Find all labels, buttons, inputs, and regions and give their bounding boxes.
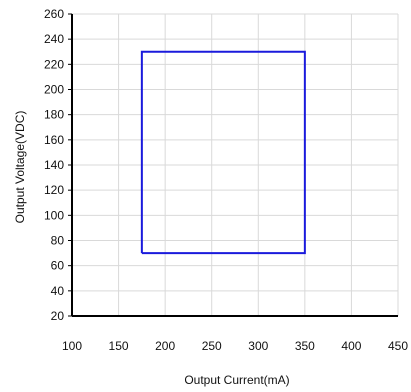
x-tick-label-1: 150 — [109, 339, 129, 353]
y-tick-label-9: 200 — [44, 83, 64, 97]
y-tick-label-6: 140 — [44, 158, 64, 172]
x-tick-label-6: 400 — [341, 339, 361, 353]
y-tick-label-8: 180 — [44, 108, 64, 122]
y-tick-label-3: 80 — [51, 234, 65, 248]
y-tick-label-4: 100 — [44, 208, 64, 222]
y-tick-label-12: 260 — [44, 7, 64, 21]
y-tick-label-2: 60 — [51, 259, 65, 273]
x-axis-label: Output Current(mA) — [184, 373, 289, 387]
y-tick-label-7: 160 — [44, 133, 64, 147]
x-tick-label-5: 350 — [295, 339, 315, 353]
x-tick-label-4: 300 — [248, 339, 268, 353]
y-tick-label-5: 120 — [44, 183, 64, 197]
series-layer — [140, 50, 306, 255]
x-tick-label-0: 100 — [62, 339, 82, 353]
x-tick-label-2: 200 — [155, 339, 175, 353]
y-tick-label-1: 40 — [51, 284, 65, 298]
y-axis-label: Output Voltage(VDC) — [13, 111, 27, 224]
x-tick-label-7: 450 — [388, 339, 408, 353]
tick-labels: 20 40 60 80 100 120 140 160 180 200 220 240 260 100 15… — [44, 7, 408, 353]
x-tick-label-3: 250 — [202, 339, 222, 353]
series-line-0 — [140, 50, 306, 255]
y-tick-label-10: 220 — [44, 57, 64, 71]
y-tick-label-11: 240 — [44, 32, 64, 46]
grid — [71, 13, 399, 317]
axes — [68, 13, 398, 317]
y-tick-label-0: 20 — [51, 309, 65, 323]
